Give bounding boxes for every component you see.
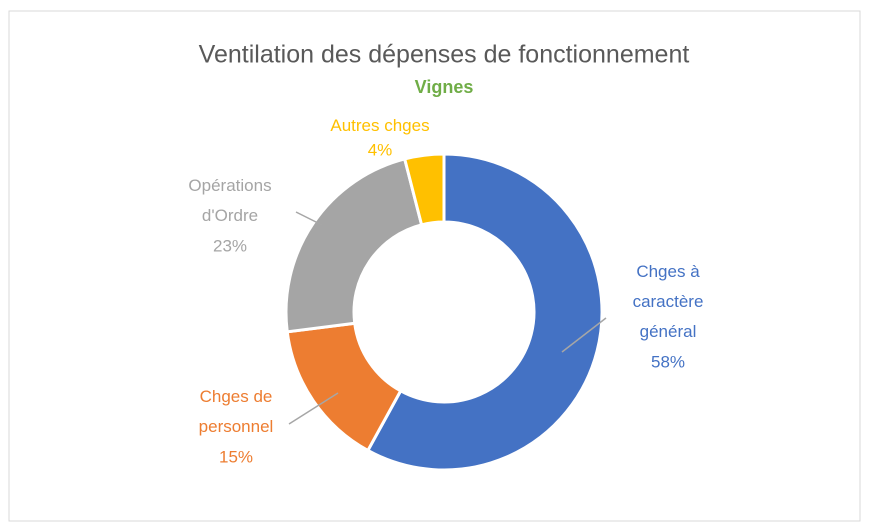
chart-title: Ventilation des dépenses de fonctionneme… — [199, 41, 690, 69]
value-label: 15% — [219, 447, 253, 466]
category-label: Opérations d'Ordre — [188, 176, 271, 225]
category-label: Chges à caractère général — [633, 262, 704, 341]
leader-line — [288, 392, 339, 425]
category-label: Autres chges — [330, 116, 429, 135]
chart-subtitle: Vignes — [415, 77, 474, 97]
value-label: 23% — [213, 236, 247, 255]
donut-segment — [402, 152, 446, 227]
value-label: 58% — [651, 352, 685, 371]
value-label: 4% — [368, 140, 393, 159]
leader-line — [561, 317, 607, 353]
category-label: Chges de personnel — [199, 387, 274, 436]
donut-segment — [284, 157, 424, 334]
leader-line — [295, 211, 323, 226]
donut-segment — [365, 152, 604, 472]
